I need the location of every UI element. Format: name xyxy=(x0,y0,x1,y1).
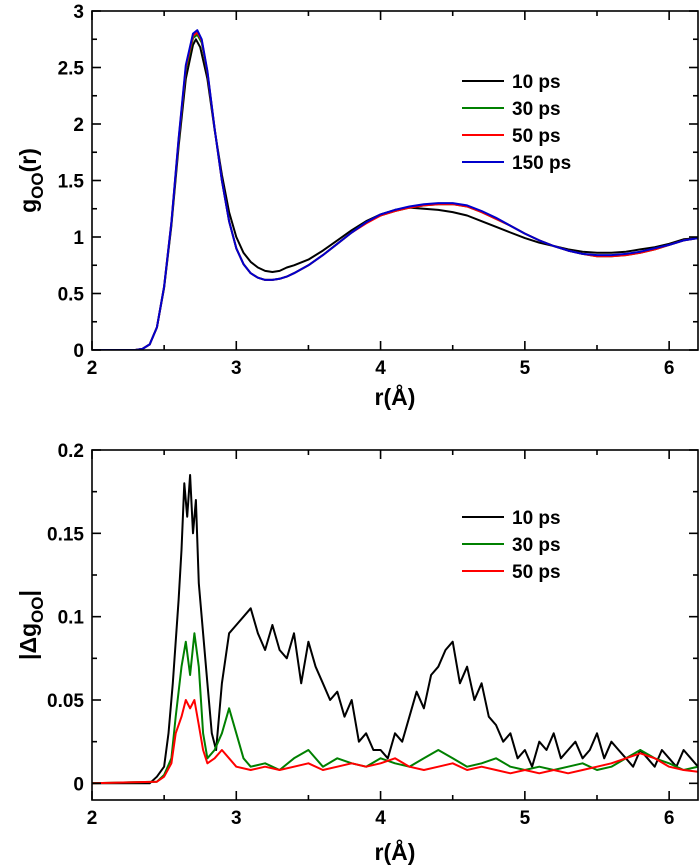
legend-label: 50 ps xyxy=(512,562,561,583)
x-tick-label: 3 xyxy=(231,808,242,829)
legend: 10 ps 30 ps 50 ps xyxy=(462,508,561,583)
series-line-150-ps xyxy=(92,29,698,350)
series-line-50-ps xyxy=(92,699,698,785)
y-tick-label: 3 xyxy=(73,2,84,23)
x-tick-label: 5 xyxy=(520,808,531,829)
plot-area xyxy=(92,29,698,350)
legend-label: 30 ps xyxy=(512,99,561,120)
rdf-chart-top: 2 3 4 5 6 0 0.5 1 1.5 2 2.5 3 r(Å) gOO(r) 10 ps 30 ps 50… xyxy=(15,2,699,410)
x-tick-label: 4 xyxy=(375,358,386,379)
legend-label: 10 ps xyxy=(512,72,561,93)
x-tick-label: 5 xyxy=(520,358,531,379)
plot-frame xyxy=(91,10,699,351)
y-tick-label: 0.05 xyxy=(47,691,84,712)
legend-label: 50 ps xyxy=(512,126,561,147)
y-axis-title: gOO(r) xyxy=(15,148,47,213)
series-line-10-ps xyxy=(92,474,698,785)
legend-label: 150 ps xyxy=(512,153,571,174)
x-tick-label: 2 xyxy=(87,808,98,829)
y-tick-label: 0.1 xyxy=(58,608,85,629)
y-tick-label: 2.5 xyxy=(58,59,85,80)
x-tick-label: 3 xyxy=(231,358,242,379)
legend-label: 10 ps xyxy=(512,508,561,529)
series-line-10-ps xyxy=(92,38,698,350)
y-tick-label: 0 xyxy=(73,774,84,795)
x-axis-title: r(Å) xyxy=(375,838,416,865)
plot-frame xyxy=(91,449,699,801)
x-tick-label: 6 xyxy=(664,358,675,379)
legend: 10 ps 30 ps 50 ps 150 ps xyxy=(462,72,571,174)
rdf-difference-chart-bottom: 2 3 4 5 6 0 0.05 0.1 0.15 0.2 r(Å) |ΔgOO| 10 ps 30 ps… xyxy=(15,441,699,865)
y-tick-label: 1 xyxy=(73,228,84,249)
y-tick-label: 0 xyxy=(73,341,84,362)
plot-area xyxy=(92,474,698,785)
y-tick-label: 1.5 xyxy=(58,172,85,193)
y-tick-label: 2 xyxy=(73,115,84,136)
series-line-30-ps xyxy=(92,33,698,350)
x-axis-title: r(Å) xyxy=(375,383,416,410)
y-axis-title: |ΔgOO| xyxy=(15,590,47,660)
x-tick-label: 6 xyxy=(664,808,675,829)
y-tick-label: 0.15 xyxy=(47,524,84,545)
y-tick-label: 0.5 xyxy=(58,285,85,306)
series-line-50-ps xyxy=(92,31,698,350)
x-tick-label: 4 xyxy=(375,808,386,829)
x-tick-label: 2 xyxy=(87,358,98,379)
legend-label: 30 ps xyxy=(512,535,561,556)
y-tick-label: 0.2 xyxy=(58,441,84,462)
